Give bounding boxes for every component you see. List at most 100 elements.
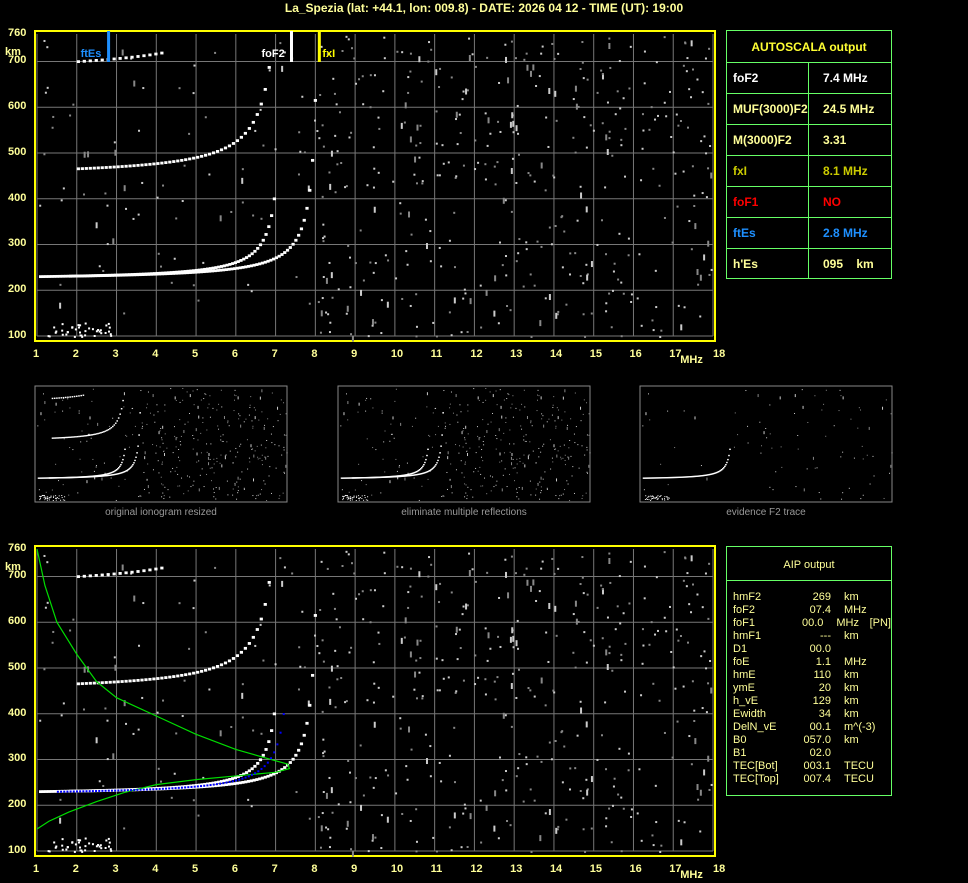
noise-dot xyxy=(174,396,176,400)
noise-dot xyxy=(474,139,477,142)
x-trace xyxy=(94,475,96,478)
noise-dot xyxy=(247,468,249,470)
noise-dot xyxy=(503,399,505,401)
noise-dot xyxy=(160,476,162,478)
aip-trace-dot xyxy=(161,787,164,790)
second-hop-trace xyxy=(59,437,61,439)
noise-dot xyxy=(542,415,544,417)
noise-dot xyxy=(538,456,540,458)
noise-dot xyxy=(509,309,512,312)
noise-dot xyxy=(158,431,160,435)
noise-dot xyxy=(586,273,589,276)
second-hop-trace xyxy=(106,429,108,432)
noise-dot xyxy=(328,171,331,174)
noise-dot xyxy=(285,434,287,436)
noise-dot xyxy=(382,605,385,608)
noise-dot xyxy=(143,488,145,490)
noise-dot xyxy=(62,484,64,486)
es-trace xyxy=(351,497,353,499)
noise-dot xyxy=(46,561,49,564)
noise-dot xyxy=(674,447,676,449)
noise-dot xyxy=(560,458,562,460)
noise-dot xyxy=(779,396,781,400)
noise-dot xyxy=(249,404,251,406)
noise-dot xyxy=(43,554,46,557)
noise-dot xyxy=(240,424,242,428)
x-trace xyxy=(437,459,439,462)
noise-dot xyxy=(584,335,587,338)
noise-dot xyxy=(284,472,286,474)
noise-dot xyxy=(489,475,491,477)
aip-cell: foE xyxy=(733,656,750,668)
noise-dot xyxy=(757,394,759,398)
noise-dot xyxy=(235,447,237,449)
noise-dot xyxy=(45,491,47,493)
noise-dot xyxy=(707,240,710,247)
noise-dot xyxy=(640,324,643,327)
x-trace xyxy=(418,473,421,475)
noise-dot xyxy=(154,421,156,423)
third-hop-trace xyxy=(88,59,92,63)
second-hop-trace xyxy=(51,437,54,439)
aip-trace-dot xyxy=(165,787,168,790)
aip-row: hmF1 --- km xyxy=(727,630,891,643)
aip-cell: km xyxy=(844,669,859,681)
noise-dot xyxy=(59,817,62,824)
second-hop-trace xyxy=(168,675,172,679)
second-hop-trace xyxy=(215,665,220,668)
noise-dot xyxy=(539,481,541,483)
es-trace xyxy=(108,845,111,848)
es-trace xyxy=(652,497,654,499)
noise-dot xyxy=(868,426,870,430)
second-hop-trace xyxy=(239,650,243,654)
noise-dot xyxy=(224,455,226,459)
noise-dot xyxy=(178,602,181,605)
noise-dot xyxy=(144,456,146,460)
noise-dot xyxy=(583,116,586,119)
noise-dot xyxy=(207,456,209,460)
noise-dot xyxy=(499,461,501,463)
o-trace xyxy=(694,475,696,478)
second-hop-trace xyxy=(60,437,63,439)
noise-dot xyxy=(574,252,577,255)
second-hop-trace xyxy=(152,162,156,166)
noise-dot xyxy=(380,492,382,494)
noise-dot xyxy=(274,148,277,151)
noise-dot xyxy=(584,454,586,456)
noise-dot xyxy=(215,498,217,500)
noise-dot xyxy=(462,446,464,448)
noise-dot xyxy=(667,484,669,486)
noise-dot xyxy=(279,42,282,45)
es-trace xyxy=(659,495,661,497)
noise-dot xyxy=(564,389,566,393)
x-trace xyxy=(122,471,125,473)
noise-dot xyxy=(44,606,47,609)
x-trace xyxy=(182,271,187,275)
noise-dot xyxy=(583,631,586,634)
x-trace xyxy=(63,477,65,479)
noise-dot xyxy=(708,47,711,50)
noise-dot xyxy=(415,808,418,811)
x-trace xyxy=(210,269,214,273)
x-trace xyxy=(74,274,78,278)
aip-cell xyxy=(844,643,880,656)
noise-dot xyxy=(178,87,181,90)
noise-dot xyxy=(665,630,668,633)
noise-dot xyxy=(176,437,178,439)
noise-dot xyxy=(807,421,809,423)
noise-dot xyxy=(706,477,708,481)
x-trace xyxy=(380,476,383,479)
x-trace xyxy=(90,476,93,478)
noise-dot xyxy=(552,689,555,692)
noise-dot xyxy=(383,572,386,575)
noise-dot xyxy=(279,413,281,415)
param-name: foF1 xyxy=(727,187,809,217)
noise-dot xyxy=(825,435,827,437)
x-trace xyxy=(131,465,133,467)
noise-dot xyxy=(394,400,396,402)
x-tick-label: 14 xyxy=(549,348,563,360)
o-trace xyxy=(691,475,693,478)
aip-cell: 02.0 xyxy=(809,747,831,759)
noise-dot xyxy=(68,494,70,496)
noise-dot xyxy=(83,151,86,158)
